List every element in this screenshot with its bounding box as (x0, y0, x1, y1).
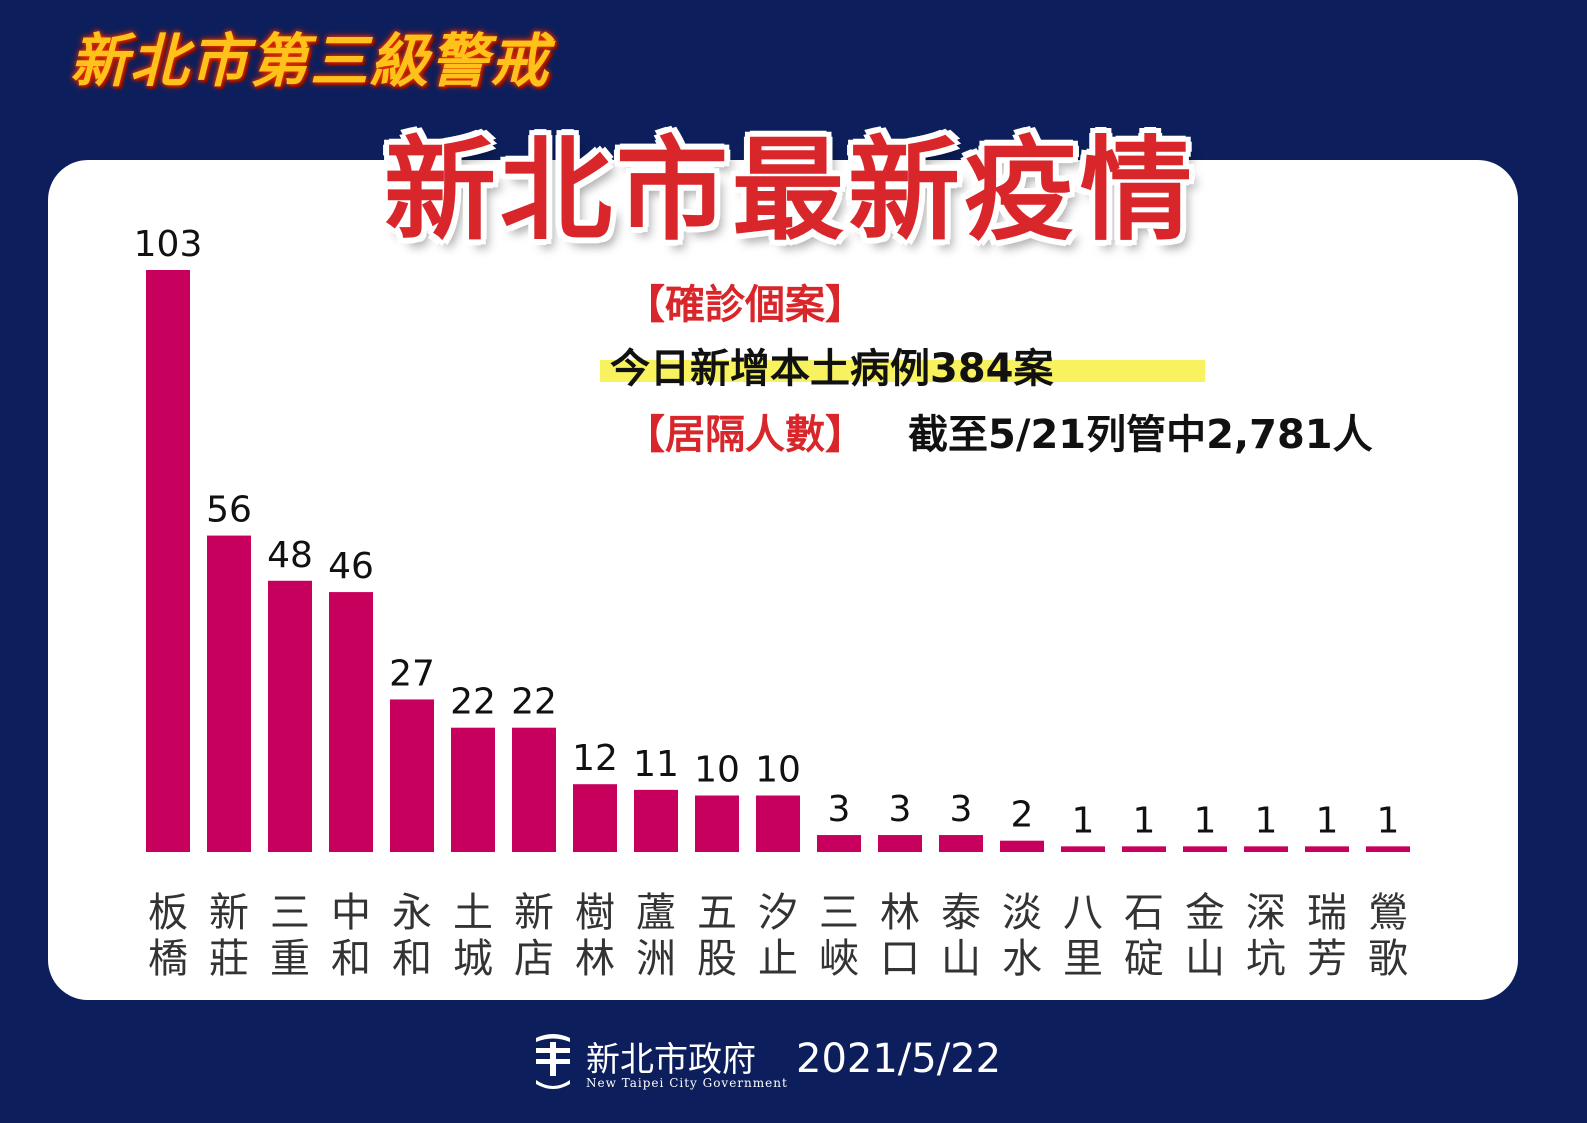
category-label: 和 (392, 936, 432, 982)
category-label: 止 (758, 936, 798, 982)
bar-8 (573, 784, 617, 852)
category-label: 山 (941, 936, 981, 982)
bar-value-label: 10 (755, 749, 801, 790)
category-label: 橋 (148, 936, 188, 982)
bar-18 (1183, 846, 1227, 852)
category-label: 土 (453, 890, 493, 936)
bar-value-label: 22 (511, 682, 557, 723)
bar-value-label: 1 (1316, 800, 1339, 841)
category-label: 碇 (1124, 936, 1164, 982)
bar-4 (329, 592, 373, 852)
bar-value-label: 3 (828, 789, 851, 830)
bar-1 (146, 270, 190, 852)
category-label: 蘆 (636, 890, 676, 936)
category-label: 瑞 (1307, 890, 1347, 936)
highlight-marker (600, 360, 1205, 382)
bar-6 (451, 727, 495, 852)
main-title: 新北市最新疫情 (384, 126, 1196, 256)
category-label: 林 (575, 936, 615, 982)
bar-17 (1122, 846, 1166, 852)
bar-value-label: 1 (1072, 800, 1095, 841)
bar-10 (695, 795, 739, 852)
footer-date: 2021/5/22 (796, 1036, 1002, 1082)
category-label: 汐 (758, 890, 798, 936)
bar-value-label: 27 (389, 653, 435, 694)
bar-20 (1305, 846, 1349, 852)
bar-7 (512, 727, 556, 852)
alert-level-banner: 新北市第三級警戒 (70, 27, 551, 95)
bar-value-label: 3 (950, 789, 973, 830)
category-label: 淡 (1002, 890, 1042, 936)
category-label: 重 (270, 936, 310, 982)
category-label: 城 (453, 936, 493, 982)
category-label: 八 (1063, 890, 1103, 936)
bar-value-label: 3 (889, 789, 912, 830)
cases-label: 【確診個案】 (625, 282, 865, 328)
bar-14 (939, 835, 983, 852)
category-label: 新 (514, 890, 554, 936)
category-label: 深 (1246, 890, 1286, 936)
category-label: 林 (880, 890, 920, 936)
category-label: 和 (331, 936, 371, 982)
bar-11 (756, 795, 800, 852)
bar-15 (1000, 840, 1044, 852)
category-label: 峽 (819, 936, 859, 982)
bar-value-label: 1 (1194, 800, 1217, 841)
bar-3 (268, 580, 312, 852)
category-label: 五 (697, 890, 737, 936)
category-label: 水 (1002, 936, 1042, 982)
bar-value-label: 103 (134, 224, 203, 265)
category-label: 鶯 (1368, 890, 1408, 936)
category-label: 莊 (209, 936, 249, 982)
category-label: 口 (880, 936, 920, 982)
bar-value-label: 46 (328, 546, 374, 587)
city-government-logo-icon (536, 1034, 570, 1089)
bar-value-label: 1 (1133, 800, 1156, 841)
bar-9 (634, 789, 678, 852)
bar-16 (1061, 846, 1105, 852)
category-label: 新 (209, 890, 249, 936)
footer-org-name-en: New Taipei City Government (586, 1076, 788, 1090)
category-label: 山 (1185, 936, 1225, 982)
category-label: 股 (697, 936, 737, 982)
category-label: 歌 (1368, 936, 1408, 982)
bar-value-label: 56 (206, 490, 252, 531)
category-label: 石 (1124, 890, 1164, 936)
category-label: 樹 (575, 890, 615, 936)
category-label: 永 (392, 890, 432, 936)
category-label: 里 (1063, 936, 1103, 982)
category-label: 洲 (636, 936, 676, 982)
bar-13 (878, 835, 922, 852)
bar-value-label: 1 (1255, 800, 1278, 841)
category-label: 三 (819, 890, 859, 936)
bar-value-label: 10 (694, 749, 740, 790)
bar-value-label: 2 (1011, 795, 1034, 836)
category-label: 店 (514, 936, 554, 982)
category-label: 中 (331, 890, 371, 936)
category-label: 板 (148, 890, 188, 936)
bar-19 (1244, 846, 1288, 852)
category-label: 金 (1185, 890, 1225, 936)
category-label: 芳 (1307, 936, 1347, 982)
bar-12 (817, 835, 861, 852)
category-label: 坑 (1246, 936, 1286, 982)
quarantine-text: 截至5/21列管中2,781人 (908, 412, 1373, 458)
bar-21 (1366, 846, 1410, 852)
quarantine-label: 【居隔人數】 (625, 412, 865, 458)
cases-text: 今日新增本土病例384案 (610, 346, 1054, 392)
bar-value-label: 12 (572, 738, 618, 779)
category-label: 三 (270, 890, 310, 936)
bar-value-label: 48 (267, 535, 313, 576)
footer-org-name: 新北市政府 (586, 1040, 756, 1080)
bar-value-label: 11 (633, 744, 679, 785)
bar-value-label: 1 (1377, 800, 1400, 841)
bar-2 (207, 535, 251, 852)
bar-5 (390, 699, 434, 852)
bar-value-label: 22 (450, 682, 496, 723)
chart-panel (48, 160, 1518, 1000)
category-label: 泰 (941, 890, 981, 936)
